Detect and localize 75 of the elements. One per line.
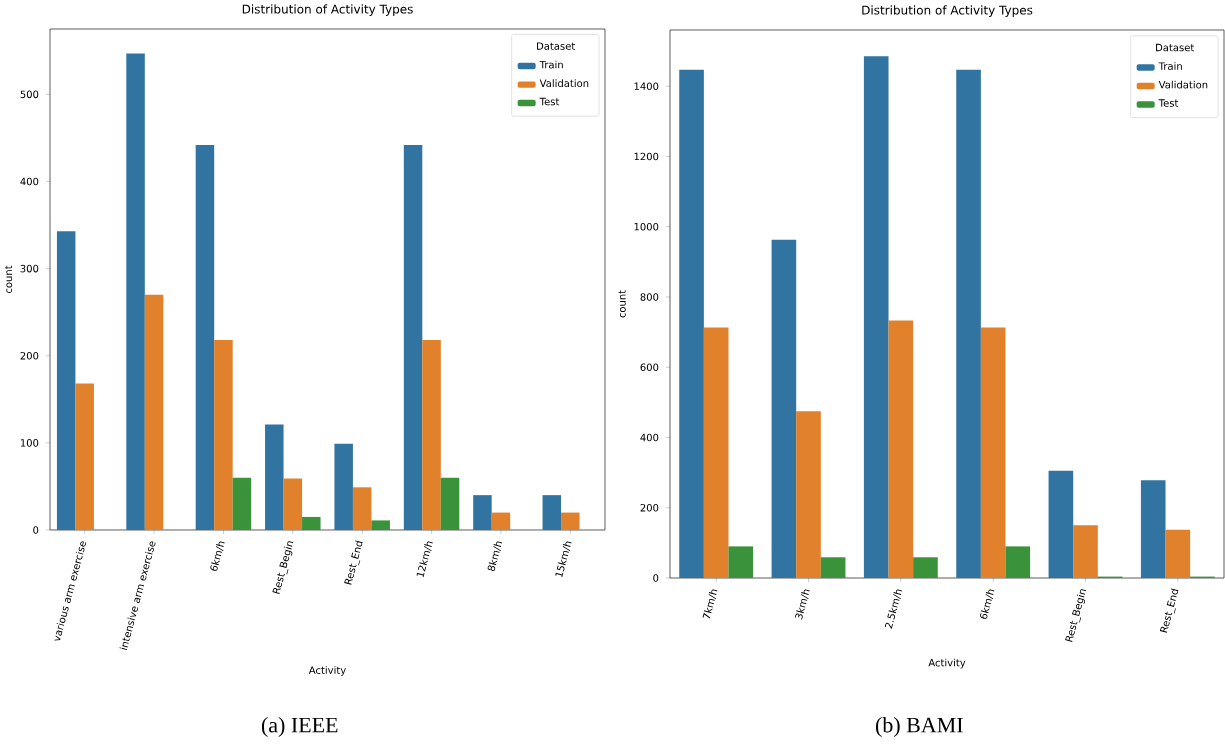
y-tick-label: 400	[20, 177, 39, 186]
bar	[542, 495, 562, 530]
x-tick-label: 12km/h	[416, 541, 433, 578]
bar	[728, 546, 754, 578]
bar	[232, 477, 252, 530]
bar	[820, 557, 846, 578]
legend-title: Dataset	[1156, 43, 1195, 52]
y-tick-label: 1000	[634, 222, 659, 231]
bar	[422, 340, 441, 530]
bar	[403, 144, 423, 530]
chart-title: Distribution of Activity Types	[862, 5, 1033, 17]
bar	[1048, 470, 1074, 578]
bar	[561, 512, 580, 530]
bar	[144, 294, 164, 530]
x-tick-label: various arm exercise	[54, 541, 87, 641]
legend-label: Validation	[1158, 80, 1208, 89]
bar	[703, 327, 729, 578]
y-tick-label: 500	[20, 90, 39, 99]
bar	[195, 144, 215, 530]
bar	[796, 411, 821, 578]
y-tick-label: 0	[33, 526, 39, 534]
x-tick-label: 15km/h	[555, 541, 572, 578]
bar	[863, 56, 889, 578]
legend-label: Train	[539, 60, 563, 69]
bar	[283, 478, 303, 530]
bar	[473, 495, 492, 530]
y-tick-label: 100	[20, 439, 39, 447]
y-tick-label: 0	[653, 574, 659, 582]
bar	[913, 557, 938, 578]
bar	[956, 69, 981, 578]
chart-title: Distribution of Activity Types	[242, 4, 413, 16]
x-tick-label: 3km/h	[795, 589, 810, 620]
y-axis-title: count	[618, 290, 626, 318]
bar	[771, 239, 797, 578]
y-tick-label: 200	[20, 351, 39, 360]
legend-label: Validation	[539, 79, 589, 88]
legend-label: Test	[1158, 99, 1179, 107]
y-tick-label: 400	[640, 433, 659, 442]
y-tick-label: 600	[640, 363, 659, 372]
bar	[1140, 480, 1166, 578]
bar	[334, 443, 353, 530]
legend-title: Dataset	[537, 42, 575, 50]
y-tick-label: 1200	[634, 152, 659, 161]
bar	[440, 477, 460, 530]
y-tick-label: 1400	[634, 82, 659, 90]
legend-label: Train	[1158, 62, 1182, 70]
y-tick-label: 200	[640, 503, 659, 512]
x-tick-label: 2.5km/h	[885, 589, 902, 629]
bar	[265, 424, 284, 530]
x-tick-label: 6km/h	[210, 541, 225, 571]
bar	[1165, 529, 1191, 578]
bar	[491, 512, 511, 530]
bar	[75, 383, 94, 530]
x-tick-label: 7km/h	[702, 589, 718, 619]
bar	[352, 487, 372, 530]
text: (a) IEEE	[261, 717, 338, 737]
y-tick-label: 300	[20, 264, 39, 273]
bar	[1005, 546, 1031, 578]
bar	[888, 320, 914, 578]
x-tick-label: 8km/h	[487, 541, 503, 572]
bar	[302, 516, 321, 530]
x-tick-label: 6km/h	[980, 589, 995, 619]
legend-label: Test	[539, 97, 560, 106]
x-axis-title: Activity	[928, 658, 966, 669]
text: (b) BAMI	[875, 717, 963, 737]
y-axis-title: count	[4, 265, 13, 294]
bar	[371, 520, 390, 530]
bar	[214, 340, 233, 530]
bar	[679, 69, 704, 578]
y-tick-label: 800	[640, 293, 659, 301]
bar	[56, 231, 76, 530]
x-axis-title: Activity	[308, 666, 346, 676]
bar	[1073, 525, 1098, 578]
bar	[980, 327, 1006, 578]
bar	[126, 53, 145, 530]
